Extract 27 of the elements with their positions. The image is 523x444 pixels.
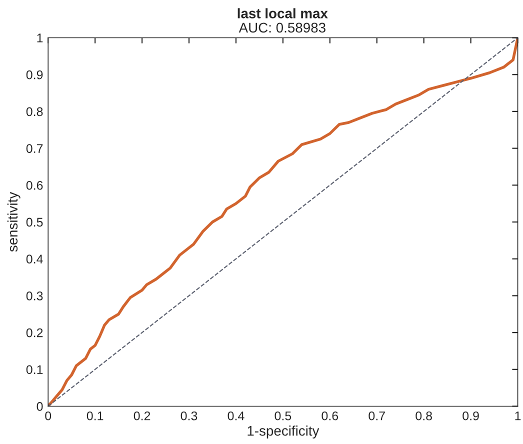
y-tick-label: 0.8: [26, 107, 43, 116]
x-tick-label: 0.4: [228, 411, 244, 420]
y-tick-label: 0.7: [26, 144, 43, 153]
x-tick-label: 0.8: [416, 411, 432, 420]
x-tick-label: 0.3: [180, 411, 198, 420]
x-tick-label: 0.7: [368, 411, 385, 420]
x-tick-label: 0: [45, 411, 52, 420]
x-tick-label: 0.2: [134, 411, 150, 420]
x-tick-label: 0.5: [274, 411, 292, 420]
y-tick-label: 0: [36, 402, 43, 411]
y-tick-label: 0.9: [26, 70, 43, 80]
chart-title: last local max: [238, 8, 328, 18]
line-series: [48, 38, 518, 406]
y-tick-label: 0.3: [26, 292, 43, 300]
y-axis-title: sensitivity: [7, 192, 20, 252]
y-tick-label: 0.2: [26, 328, 43, 338]
y-tick-label: 0.6: [26, 180, 43, 190]
y-tick-label: 1: [37, 34, 43, 42]
x-axis-title: 1-specificity: [248, 426, 320, 438]
chart-subtitle: AUC: 0.58983: [238, 22, 326, 33]
x-tick-label: 0.1: [86, 411, 104, 420]
y-tick-label: 0.4: [26, 254, 43, 264]
y-tick-label: 0.1: [26, 365, 43, 374]
x-tick-label: 0.6: [322, 411, 338, 420]
x-tick-label: 0.9: [462, 411, 479, 420]
x-tick-label: 1: [515, 412, 521, 420]
y-tick-label: 0.5: [26, 218, 43, 227]
